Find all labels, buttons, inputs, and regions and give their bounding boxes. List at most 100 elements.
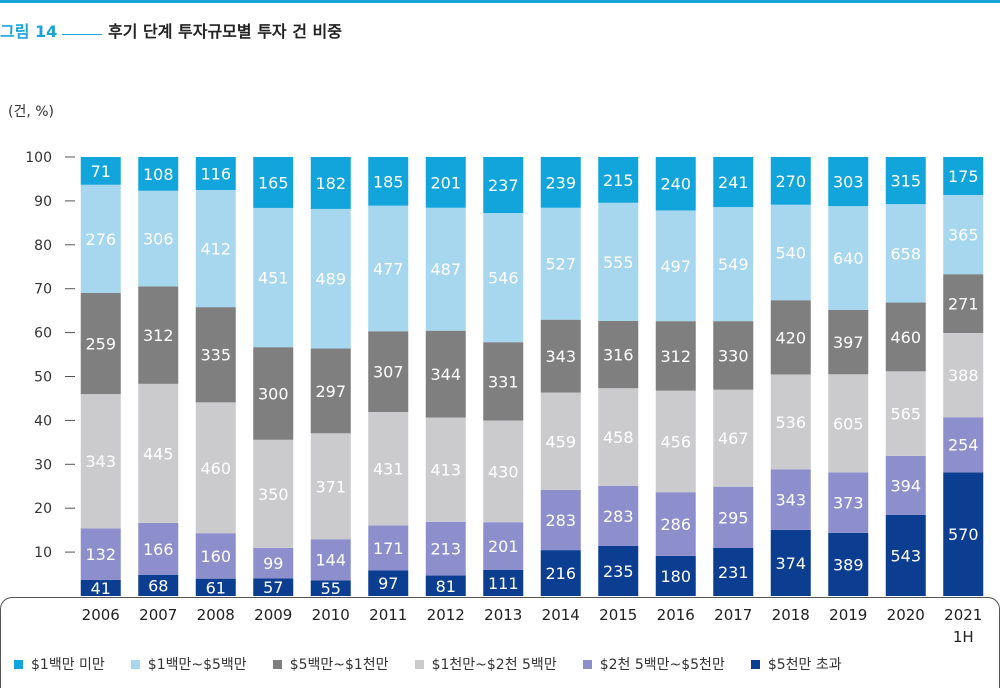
bar-segment [540,550,581,596]
legend-item: $2천 5백만~$5천만 [582,654,725,674]
y-tick-label: 90 [34,194,52,210]
bar-segment [540,157,581,208]
x-tick-label: 2011 [369,606,407,624]
bar-segment [425,330,466,418]
legend-label: $5백만~$1천만 [289,657,389,673]
x-tick-label: 2014 [542,606,580,624]
data-label: 546 [488,269,519,288]
legend-item: $1백만~$5백만 [130,654,247,674]
data-label: 297 [315,382,346,401]
x-tick-label: 2009 [254,606,292,624]
bar-segment [138,522,179,575]
bar-segment [828,206,869,310]
x-tick-label: 2020 [887,606,925,624]
bar-segment [828,374,869,473]
data-label: 201 [430,173,461,192]
data-label: 335 [200,346,231,365]
bar-segment [598,388,639,486]
bar-segment [598,202,639,321]
data-label: 374 [775,554,806,573]
data-label: 397 [833,333,864,352]
bar-segment [943,472,984,596]
data-label: 259 [85,334,116,353]
data-label: 431 [373,460,404,479]
data-label: 640 [833,249,864,268]
legend-swatch [272,659,282,669]
x-tick-label: 2013 [484,606,522,624]
legend-swatch [750,659,760,669]
y-tick-label: 40 [34,413,52,429]
data-label: 215 [603,171,634,190]
bar-segment [885,371,926,456]
bar-segment [885,157,926,205]
bar-segment [80,528,121,580]
legend-label: $5천만 초과 [767,657,842,673]
bar-segment [943,332,984,418]
data-label: 555 [603,253,634,272]
bar-segment [425,157,466,208]
bar-segment [655,321,696,391]
bar-segment [540,207,581,320]
data-label: 570 [948,525,979,544]
legend-item: $1백만 미만 [14,654,105,674]
x-tick-label: 2007 [139,606,177,624]
data-label: 344 [430,365,461,384]
data-label: 182 [315,174,346,193]
bar-segment [483,569,524,596]
bar-segment [195,189,236,308]
bar-segment [253,157,294,208]
data-label: 536 [775,413,806,432]
bar-segment [80,157,121,185]
y-tick-label: 10 [34,545,52,561]
x-tick-label: 2016 [657,606,695,624]
x-tick-label: 2015 [599,606,637,624]
bar-segment [943,417,984,473]
bar-segment [943,194,984,275]
bar-segment [310,580,351,596]
x-tick-label: 2017 [714,606,752,624]
data-label: 489 [315,270,346,289]
bar-segment [310,348,351,434]
data-label: 394 [890,476,921,495]
data-label: 312 [660,347,691,366]
data-label: 171 [373,539,404,558]
data-label: 487 [430,260,461,279]
data-label: 303 [833,173,864,192]
bar-segment [80,292,121,395]
bar-segment [425,575,466,596]
bar-segment [655,492,696,556]
data-label: 413 [430,461,461,480]
bar-segment [253,347,294,440]
bar-segment [138,157,179,191]
bar-segment [713,207,754,322]
bar-segment [770,300,811,375]
bar-segment [713,548,754,596]
bar-segment [598,545,639,596]
x-tick-label: 2019 [829,606,867,624]
bar-segment [253,207,294,348]
bar-segment [195,157,236,190]
bar-segment [310,433,351,540]
data-label: 540 [775,243,806,262]
bar-segment [425,417,466,522]
bar-segment [655,210,696,322]
bar-segment [195,307,236,403]
bar-segment [885,514,926,596]
data-label: 160 [200,547,231,566]
bar-segment [885,302,926,372]
bar-segment [598,320,639,389]
bar-segment [368,205,409,332]
data-label: 81 [436,577,456,596]
data-label: 57 [263,578,283,597]
data-label: 276 [85,230,116,249]
bar-segment [540,490,581,551]
data-label: 71 [91,162,111,181]
legend-label: $1천만~$2천 5백만 [431,657,557,673]
bar-segment [80,184,121,293]
data-label: 371 [315,477,346,496]
data-label: 300 [258,384,289,403]
data-label: 108 [143,165,174,184]
data-label: 307 [373,363,404,382]
data-label: 55 [321,579,341,598]
data-label: 231 [718,563,749,582]
